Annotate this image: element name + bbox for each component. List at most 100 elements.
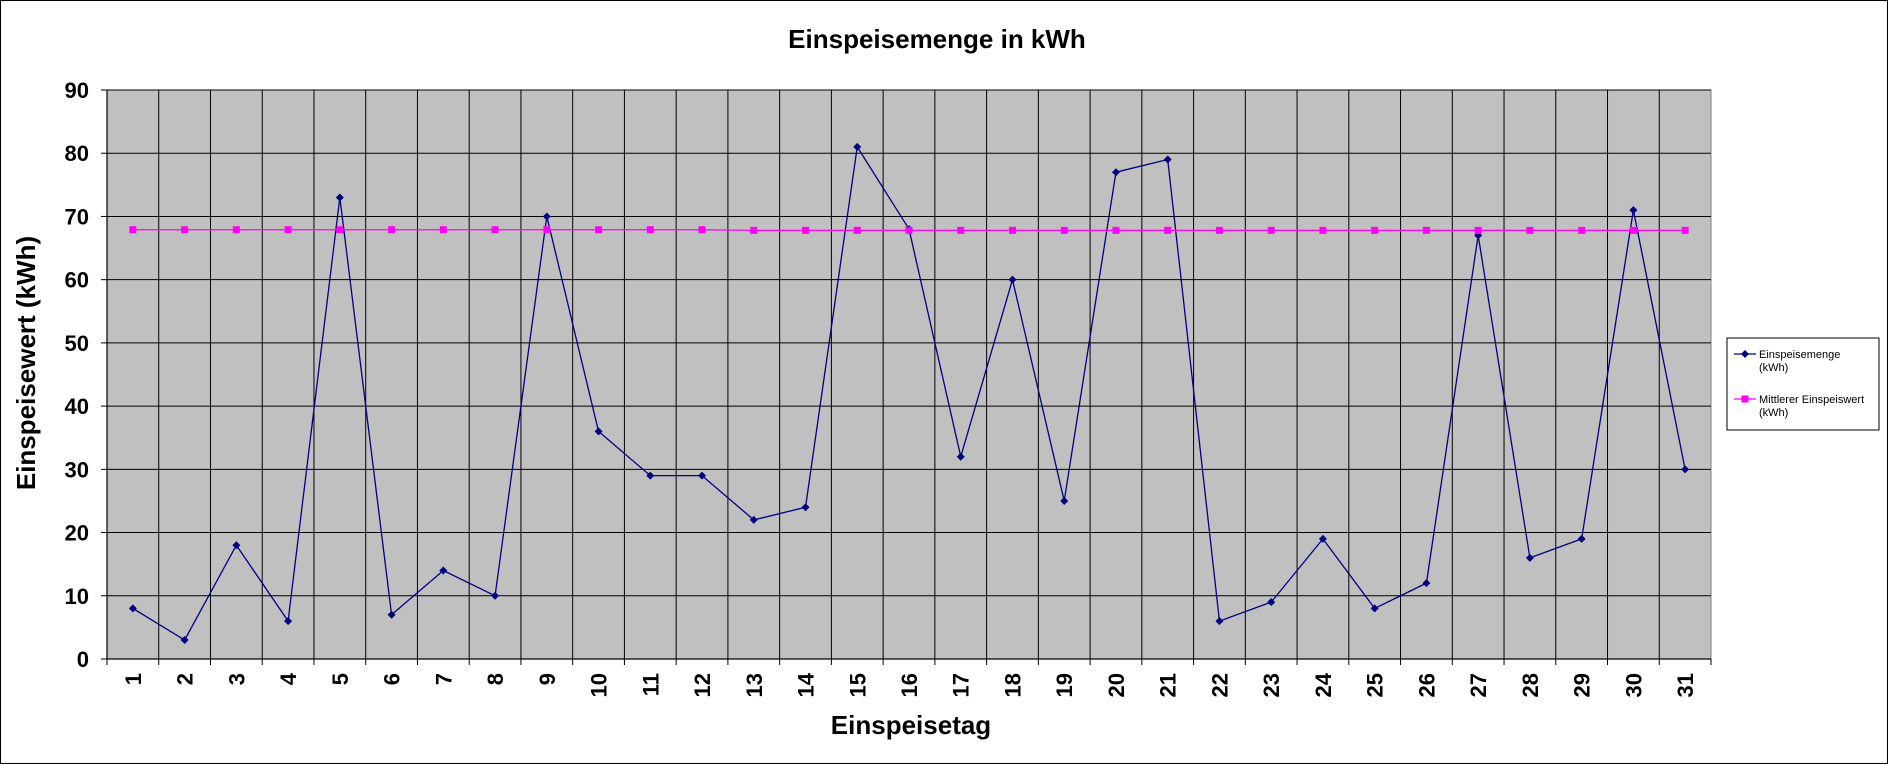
data-point-diamond xyxy=(1422,579,1431,588)
x-tick-label: 23 xyxy=(1259,673,1284,697)
data-point-diamond xyxy=(594,427,603,436)
x-tick-label: 31 xyxy=(1673,673,1698,697)
data-point-square xyxy=(646,226,654,234)
y-tick-label: 30 xyxy=(65,457,89,482)
x-axis-title: Einspeisetag xyxy=(831,710,991,740)
x-tick-label: 7 xyxy=(431,673,456,685)
data-point-diamond xyxy=(1215,617,1224,626)
x-tick-labels: 1 2 3 4 5 6 7 8 9 10 11 12 13 14 15 16 17 18 19 20 21 22 23 24 2… xyxy=(121,672,1698,697)
legend-label: (kWh) xyxy=(1759,362,1788,374)
data-point-diamond xyxy=(1008,275,1017,284)
data-point-square xyxy=(543,226,551,234)
data-point-square xyxy=(1474,226,1482,234)
y-tick-label: 0 xyxy=(77,647,89,672)
x-tick-label: 18 xyxy=(1000,673,1025,697)
x-tick-label: 13 xyxy=(742,673,767,697)
y-tick-label: 60 xyxy=(65,268,89,293)
x-tick-label: 1 xyxy=(121,673,146,685)
data-point-diamond xyxy=(853,142,862,151)
x-tick-label: 25 xyxy=(1363,673,1388,697)
data-point-diamond xyxy=(956,452,965,461)
data-point-diamond xyxy=(491,591,500,600)
data-point-square xyxy=(491,226,499,234)
legend-entry-1: Einspeisemenge(kWh) xyxy=(1734,349,1840,374)
x-tick-label: 10 xyxy=(587,673,612,697)
data-point-square xyxy=(336,226,344,234)
data-point-square xyxy=(1371,226,1379,234)
data-point-diamond xyxy=(646,471,655,480)
data-point-square xyxy=(181,226,189,234)
x-tick-label: 30 xyxy=(1621,673,1646,697)
data-series xyxy=(128,142,1690,645)
data-point-square xyxy=(905,226,913,234)
data-point-square xyxy=(802,226,810,234)
x-tick-label: 11 xyxy=(638,673,663,696)
data-point-diamond xyxy=(1629,206,1638,215)
y-tick-label: 90 xyxy=(65,78,89,103)
data-point-square xyxy=(1741,395,1749,403)
x-tick-label: 24 xyxy=(1311,672,1336,697)
x-tick-label: 9 xyxy=(535,673,560,685)
gridlines xyxy=(107,89,1711,659)
data-point-square xyxy=(698,226,706,234)
y-tick-label: 20 xyxy=(65,521,89,546)
x-tick-label: 15 xyxy=(845,673,870,697)
data-point-square xyxy=(1319,226,1327,234)
data-point-diamond xyxy=(698,471,707,480)
data-point-square xyxy=(750,226,758,234)
data-point-diamond xyxy=(387,610,396,619)
x-tick-label: 16 xyxy=(897,673,922,697)
data-point-square xyxy=(1008,226,1016,234)
data-point-diamond xyxy=(335,193,344,202)
legend-entry-2: Mittlerer Einspeiswert(kWh) xyxy=(1734,394,1864,419)
data-point-square xyxy=(388,226,396,234)
x-tick-label: 5 xyxy=(328,673,353,685)
x-tick-label: 6 xyxy=(380,673,405,685)
y-tick-label: 80 xyxy=(65,141,89,166)
x-tick-label: 29 xyxy=(1570,673,1595,697)
x-tick-label: 28 xyxy=(1518,673,1543,697)
chart-title: Einspeisemenge in kWh xyxy=(788,24,1086,54)
x-tick-label: 2 xyxy=(173,673,198,685)
y-tick-labels: 0 10 20 30 40 50 60 70 80 90 xyxy=(65,78,89,672)
x-tick-label: 12 xyxy=(690,673,715,697)
data-point-diamond xyxy=(232,541,241,550)
legend-box xyxy=(1726,337,1880,431)
data-point-diamond xyxy=(542,212,551,221)
x-tick-label: 3 xyxy=(224,673,249,685)
x-tick-label: 20 xyxy=(1104,673,1129,697)
x-tick-label: 27 xyxy=(1466,673,1491,697)
data-point-square xyxy=(439,226,447,234)
x-tick-label: 26 xyxy=(1414,673,1439,697)
data-point-diamond xyxy=(1370,604,1379,613)
legend-label: Einspeisemenge xyxy=(1759,349,1840,361)
data-point-square xyxy=(853,226,861,234)
data-point-square xyxy=(232,226,240,234)
data-point-square xyxy=(1629,226,1637,234)
data-point-square xyxy=(1215,226,1223,234)
data-point-square xyxy=(957,226,965,234)
y-tick-label: 10 xyxy=(65,584,89,609)
data-point-square xyxy=(1422,226,1430,234)
legend: Einspeisemenge(kWh)Mittlerer Einspeiswer… xyxy=(1726,337,1880,431)
data-point-diamond xyxy=(1163,155,1172,164)
data-point-diamond xyxy=(1267,598,1276,607)
data-point-diamond xyxy=(128,604,137,613)
data-point-diamond xyxy=(1681,465,1690,474)
data-point-diamond xyxy=(1060,496,1069,505)
data-point-diamond xyxy=(749,515,758,524)
plot-area xyxy=(106,89,1712,660)
data-point-diamond xyxy=(801,503,810,512)
y-axis-title: Einspeisewert (kWh) xyxy=(11,236,41,490)
data-point-square xyxy=(1681,226,1689,234)
axes xyxy=(101,89,1712,665)
x-tick-label: 17 xyxy=(949,673,974,697)
data-point-square xyxy=(1164,226,1172,234)
data-point-square xyxy=(1526,226,1534,234)
data-point-diamond xyxy=(1525,553,1534,562)
x-tick-label: 21 xyxy=(1156,673,1181,697)
legend-label: (kWh) xyxy=(1759,407,1788,419)
series-2 xyxy=(129,226,1689,234)
